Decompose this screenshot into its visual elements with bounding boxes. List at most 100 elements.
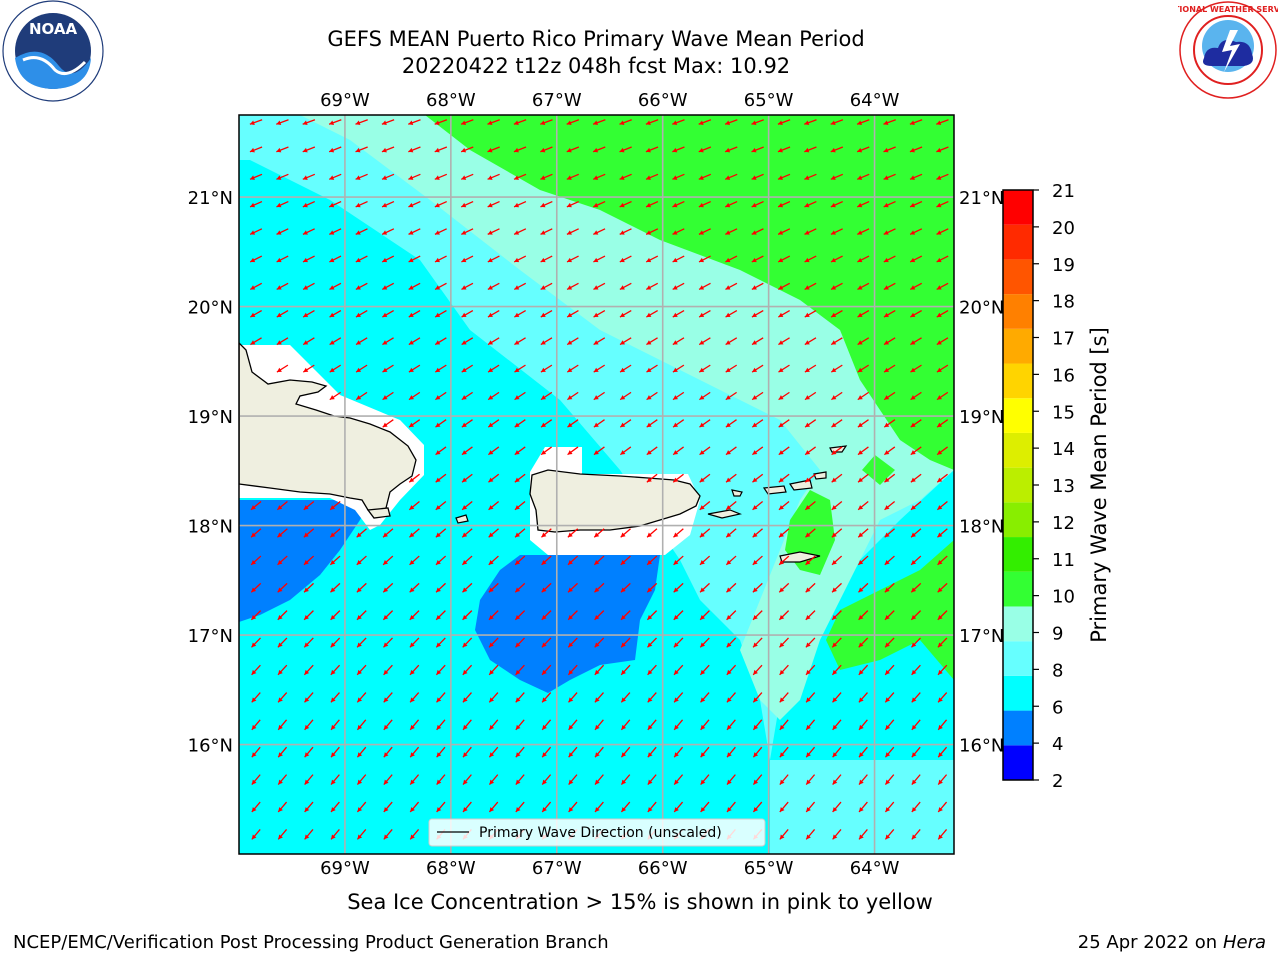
wave-arrow-head xyxy=(355,202,361,208)
wave-arrow-head xyxy=(594,614,600,620)
wave-arrow-head xyxy=(540,257,546,263)
wave-arrow-head xyxy=(488,505,494,510)
wave-arrow-head xyxy=(594,532,600,538)
wave-arrow-head xyxy=(489,724,495,730)
wave-arrow-head xyxy=(594,587,600,593)
wave-arrow-head xyxy=(884,340,890,345)
wave-arrow-head xyxy=(804,395,810,400)
wave-arrow-head xyxy=(410,724,415,730)
wave-arrow-head xyxy=(356,367,362,373)
wave-arrow-head xyxy=(672,230,678,235)
wave-arrow-head xyxy=(619,202,625,208)
wave-arrow-head xyxy=(751,202,757,208)
colorbar-segment xyxy=(1003,259,1033,295)
wave-arrow-head xyxy=(832,642,838,648)
wave-arrow-head xyxy=(304,807,310,812)
graticule xyxy=(239,115,954,854)
colorbar-tick-label: 21 xyxy=(1052,181,1075,202)
colorbar-segment xyxy=(1003,363,1033,399)
wave-arrow-head xyxy=(593,175,599,180)
wave-arrow-head xyxy=(857,120,863,125)
wave-arrow-head xyxy=(381,120,387,125)
wave-arrow-head xyxy=(751,147,757,153)
wave-arrow-head xyxy=(251,724,257,730)
wave-arrow-head xyxy=(303,312,309,318)
wave-arrow-head xyxy=(409,560,415,565)
wave-arrow-head xyxy=(514,285,520,290)
wave-arrow-head xyxy=(462,697,468,703)
wave-arrow-head xyxy=(621,779,627,785)
wave-arrow-head xyxy=(831,422,837,428)
wave-arrow-head xyxy=(806,724,811,730)
wave-arrow-head xyxy=(804,147,810,153)
wave-arrow-head xyxy=(487,312,493,318)
wave-arrow-head xyxy=(329,395,335,400)
wave-arrow-head xyxy=(568,779,574,785)
wave-arrow-head xyxy=(488,614,494,620)
wave-arrow-head xyxy=(568,807,574,812)
wave-arrow-head xyxy=(277,587,283,593)
plot-frame xyxy=(238,114,955,855)
wave-arrow-head xyxy=(594,560,600,565)
wave-arrow-head xyxy=(885,697,891,703)
colorbar-segment xyxy=(1003,710,1033,746)
wave-arrow-head xyxy=(647,697,653,703)
credit-line: NCEP/EMC/Verification Post Processing Pr… xyxy=(13,932,609,953)
wave-arrow-head xyxy=(382,312,388,318)
wave-arrow-head xyxy=(277,614,283,620)
wave-arrow-head xyxy=(672,175,678,180)
wave-arrow-head xyxy=(567,560,573,565)
wave-arrow-head xyxy=(514,477,520,483)
wave-arrow-head xyxy=(593,202,599,208)
wave-arrow-head xyxy=(699,285,705,290)
wave-arrow-head xyxy=(357,642,362,648)
wave-arrow-head xyxy=(832,807,838,812)
wave-arrow-head xyxy=(673,587,679,593)
wave-arrow-head xyxy=(410,834,415,840)
wave-arrow-head xyxy=(304,669,310,675)
wave-arrow-head xyxy=(329,340,335,345)
wave-arrow-head xyxy=(568,614,573,620)
wave-arrow-head xyxy=(778,230,784,235)
wave-arrow-head xyxy=(409,505,415,510)
wave-arrow-head xyxy=(487,120,493,125)
wave-arrow-head xyxy=(832,669,838,675)
wave-arrow-head xyxy=(488,532,494,538)
wave-arrow-head xyxy=(752,367,758,373)
wave-arrow-head xyxy=(753,807,759,812)
colorbar-segment xyxy=(1003,641,1033,676)
wave-arrow-head xyxy=(778,340,784,345)
wave-arrow-head xyxy=(595,724,600,730)
wave-arrow-head xyxy=(408,285,414,290)
wave-arrow-head xyxy=(566,202,572,208)
wave-arrow-head xyxy=(858,697,864,703)
lon-tick-label: 68°W xyxy=(426,90,476,111)
wave-arrow-head xyxy=(938,669,943,675)
wave-arrow-head xyxy=(910,450,916,455)
wave-arrow-head xyxy=(540,175,546,180)
wave-arrow-head xyxy=(461,120,467,125)
wave-arrow-head xyxy=(674,807,679,812)
wave-arrow-head xyxy=(727,807,732,812)
wave-arrow-head xyxy=(329,257,335,263)
wave-arrow-head xyxy=(567,367,573,373)
wave-arrow-head xyxy=(278,834,283,840)
wave-arrow-head xyxy=(463,807,468,812)
wave-arrow-head xyxy=(489,697,495,703)
colorbar-segment xyxy=(1003,502,1033,538)
wave-arrow-head xyxy=(409,587,415,593)
wave-arrow-head xyxy=(276,285,282,290)
wave-arrow-head xyxy=(330,697,336,703)
wave-arrow-head xyxy=(911,834,917,840)
wave-arrow-head xyxy=(542,669,547,675)
wave-arrow-head xyxy=(805,614,811,620)
colorbar-tick-label: 9 xyxy=(1052,624,1063,645)
wave-arrow-head xyxy=(674,724,679,730)
period-band-10-11-east xyxy=(826,540,954,680)
wave-arrow-head xyxy=(355,120,361,125)
wave-arrow-head xyxy=(540,230,546,235)
wave-arrow-head xyxy=(752,477,758,483)
wave-arrow-head xyxy=(542,724,547,730)
wave-arrow-head xyxy=(698,147,704,153)
wave-arrow-head xyxy=(434,230,440,235)
